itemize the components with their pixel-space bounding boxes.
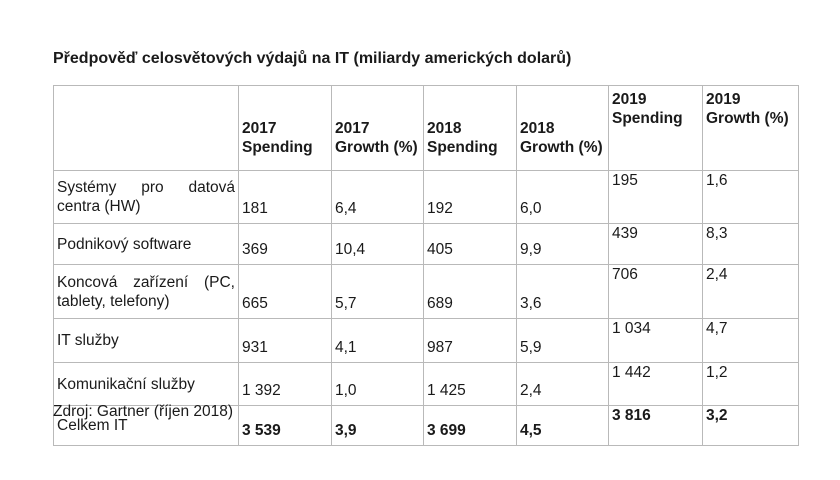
value-2018-growth: 4,5 <box>516 405 609 446</box>
header-2017-growth: 2017 Growth (%) <box>331 85 424 171</box>
value-2019-growth: 1,6 <box>702 170 799 224</box>
header-2018-growth: 2018 Growth (%) <box>516 85 609 171</box>
value-2018-growth: 5,9 <box>516 318 609 363</box>
row-label: Komunikační služby <box>53 362 239 406</box>
value-2018-spending: 689 <box>423 264 517 319</box>
value-2019-growth: 2,4 <box>702 264 799 319</box>
value-2017-growth: 10,4 <box>331 223 424 265</box>
value-2017-spending: 3 539 <box>238 405 332 446</box>
value-2019-spending: 439 <box>608 223 703 265</box>
value-2017-spending: 369 <box>238 223 332 265</box>
value-2018-growth: 9,9 <box>516 223 609 265</box>
value-2018-growth: 3,6 <box>516 264 609 319</box>
table-row: Podnikový software 369 10,4 405 9,9 439 … <box>53 223 799 265</box>
row-label: Podnikový software <box>53 223 239 265</box>
value-2018-growth: 2,4 <box>516 362 609 406</box>
value-2019-growth: 8,3 <box>702 223 799 265</box>
row-label: IT služby <box>53 318 239 363</box>
header-2018-spending: 2018 Spending <box>423 85 517 171</box>
header-2019-growth: 2019 Growth (%) <box>702 85 799 171</box>
table-row: IT služby 931 4,1 987 5,9 1 034 4,7 <box>53 318 799 363</box>
value-2017-spending: 665 <box>238 264 332 319</box>
value-2017-growth: 1,0 <box>331 362 424 406</box>
value-2018-spending: 405 <box>423 223 517 265</box>
value-2019-growth: 4,7 <box>702 318 799 363</box>
header-cell-empty <box>53 85 239 171</box>
value-2017-growth: 6,4 <box>331 170 424 224</box>
row-label: Systémy pro datová centra (HW) <box>53 170 239 224</box>
header-2017-spending: 2017 Spending <box>238 85 332 171</box>
value-2018-spending: 987 <box>423 318 517 363</box>
source-note: Zdroj: Gartner (říjen 2018) <box>53 403 234 420</box>
value-2017-growth: 3,9 <box>331 405 424 446</box>
value-2019-spending: 1 442 <box>608 362 703 406</box>
value-2018-growth: 6,0 <box>516 170 609 224</box>
header-2019-spending: 2019 Spending <box>608 85 703 171</box>
value-2018-spending: 3 699 <box>423 405 517 446</box>
value-2019-spending: 1 034 <box>608 318 703 363</box>
value-2019-spending: 3 816 <box>608 405 703 446</box>
it-spending-table: 2017 Spending 2017 Growth (%) 2018 Spend… <box>53 85 799 446</box>
value-2017-spending: 181 <box>238 170 332 224</box>
table-header-row: 2017 Spending 2017 Growth (%) 2018 Spend… <box>53 85 799 171</box>
table-row: Komunikační služby 1 392 1,0 1 425 2,4 1… <box>53 362 799 406</box>
value-2017-spending: 931 <box>238 318 332 363</box>
value-2019-spending: 706 <box>608 264 703 319</box>
row-label: Koncová zařízení (PC, tablety, telefony) <box>53 264 239 319</box>
page-title: Předpověď celosvětových výdajů na IT (mi… <box>53 50 572 67</box>
table-total-row: Celkem IT 3 539 3,9 3 699 4,5 3 816 3,2 <box>53 405 799 446</box>
value-2018-spending: 192 <box>423 170 517 224</box>
table-row: Koncová zařízení (PC, tablety, telefony)… <box>53 264 799 319</box>
value-2019-spending: 195 <box>608 170 703 224</box>
value-2019-growth: 3,2 <box>702 405 799 446</box>
value-2017-spending: 1 392 <box>238 362 332 406</box>
value-2018-spending: 1 425 <box>423 362 517 406</box>
row-label: Celkem IT <box>53 405 239 446</box>
value-2019-growth: 1,2 <box>702 362 799 406</box>
table-row: Systémy pro datová centra (HW) 181 6,4 1… <box>53 170 799 224</box>
value-2017-growth: 5,7 <box>331 264 424 319</box>
value-2017-growth: 4,1 <box>331 318 424 363</box>
